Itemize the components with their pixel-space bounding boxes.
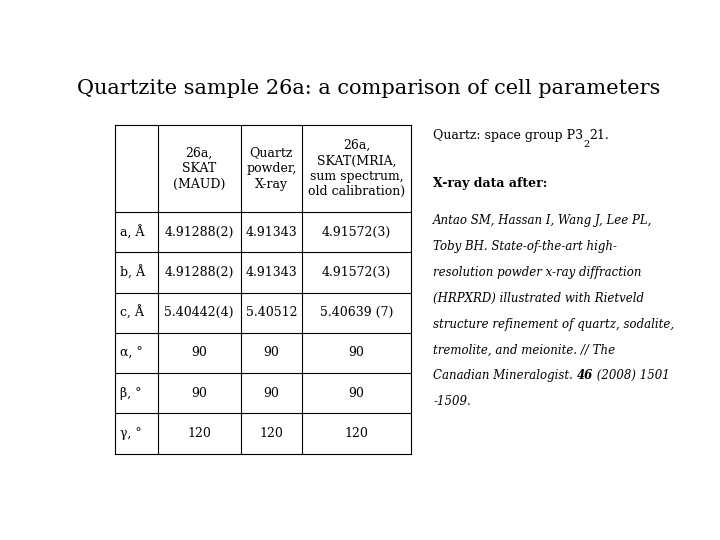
Text: 5.40512: 5.40512	[246, 306, 297, 319]
Text: 90: 90	[192, 347, 207, 360]
Text: a, Å: a, Å	[120, 225, 144, 239]
Text: 46: 46	[577, 369, 593, 382]
Text: β, °: β, °	[120, 387, 141, 400]
Text: 90: 90	[348, 387, 364, 400]
Text: -1509.: -1509.	[433, 395, 471, 408]
Text: 120: 120	[187, 427, 211, 440]
Text: (HRPXRD) illustrated with Rietveld: (HRPXRD) illustrated with Rietveld	[433, 292, 644, 305]
Text: 4.91572(3): 4.91572(3)	[322, 266, 391, 279]
Text: 120: 120	[259, 427, 283, 440]
Text: 90: 90	[264, 347, 279, 360]
Text: 5.40639 (7): 5.40639 (7)	[320, 306, 393, 319]
Text: Toby BH. State-of-the-art high-: Toby BH. State-of-the-art high-	[433, 240, 617, 253]
Text: (2008) 1501: (2008) 1501	[593, 369, 670, 382]
Text: 26a,
SKAT
(MAUD): 26a, SKAT (MAUD)	[173, 147, 225, 191]
Text: Canadian Mineralogist.: Canadian Mineralogist.	[433, 369, 577, 382]
Text: 4.91343: 4.91343	[246, 266, 297, 279]
Text: 120: 120	[344, 427, 368, 440]
Text: 5.40442(4): 5.40442(4)	[164, 306, 234, 319]
Text: Antao SM, Hassan I, Wang J, Lee PL,: Antao SM, Hassan I, Wang J, Lee PL,	[433, 214, 652, 227]
Text: 4.91572(3): 4.91572(3)	[322, 226, 391, 239]
Text: 90: 90	[192, 387, 207, 400]
Text: structure refinement of quartz, sodalite,: structure refinement of quartz, sodalite…	[433, 318, 675, 330]
Text: 26a,
SKAT(MRIA,
sum spectrum,
old calibration): 26a, SKAT(MRIA, sum spectrum, old calibr…	[307, 139, 405, 198]
Text: Quartz
powder,
X-ray: Quartz powder, X-ray	[246, 147, 297, 191]
Text: c, Å: c, Å	[120, 306, 143, 320]
Text: Quartz: space group P3: Quartz: space group P3	[433, 129, 583, 142]
Text: b, Å: b, Å	[120, 266, 145, 280]
Text: 4.91343: 4.91343	[246, 226, 297, 239]
Text: Quartzite sample 26a: a comparison of cell parameters: Quartzite sample 26a: a comparison of ce…	[77, 79, 661, 98]
Text: α, °: α, °	[120, 347, 143, 360]
Text: 21.: 21.	[590, 129, 609, 142]
Text: resolution powder x-ray diffraction: resolution powder x-ray diffraction	[433, 266, 642, 279]
Text: tremolite, and meionite. // The: tremolite, and meionite. // The	[433, 343, 616, 356]
Text: 4.91288(2): 4.91288(2)	[165, 226, 234, 239]
Text: X-ray data after:: X-ray data after:	[433, 177, 547, 190]
Text: 90: 90	[264, 387, 279, 400]
Text: γ, °: γ, °	[120, 427, 141, 440]
Text: 90: 90	[348, 347, 364, 360]
Text: 4.91288(2): 4.91288(2)	[165, 266, 234, 279]
Text: 2: 2	[583, 140, 590, 149]
